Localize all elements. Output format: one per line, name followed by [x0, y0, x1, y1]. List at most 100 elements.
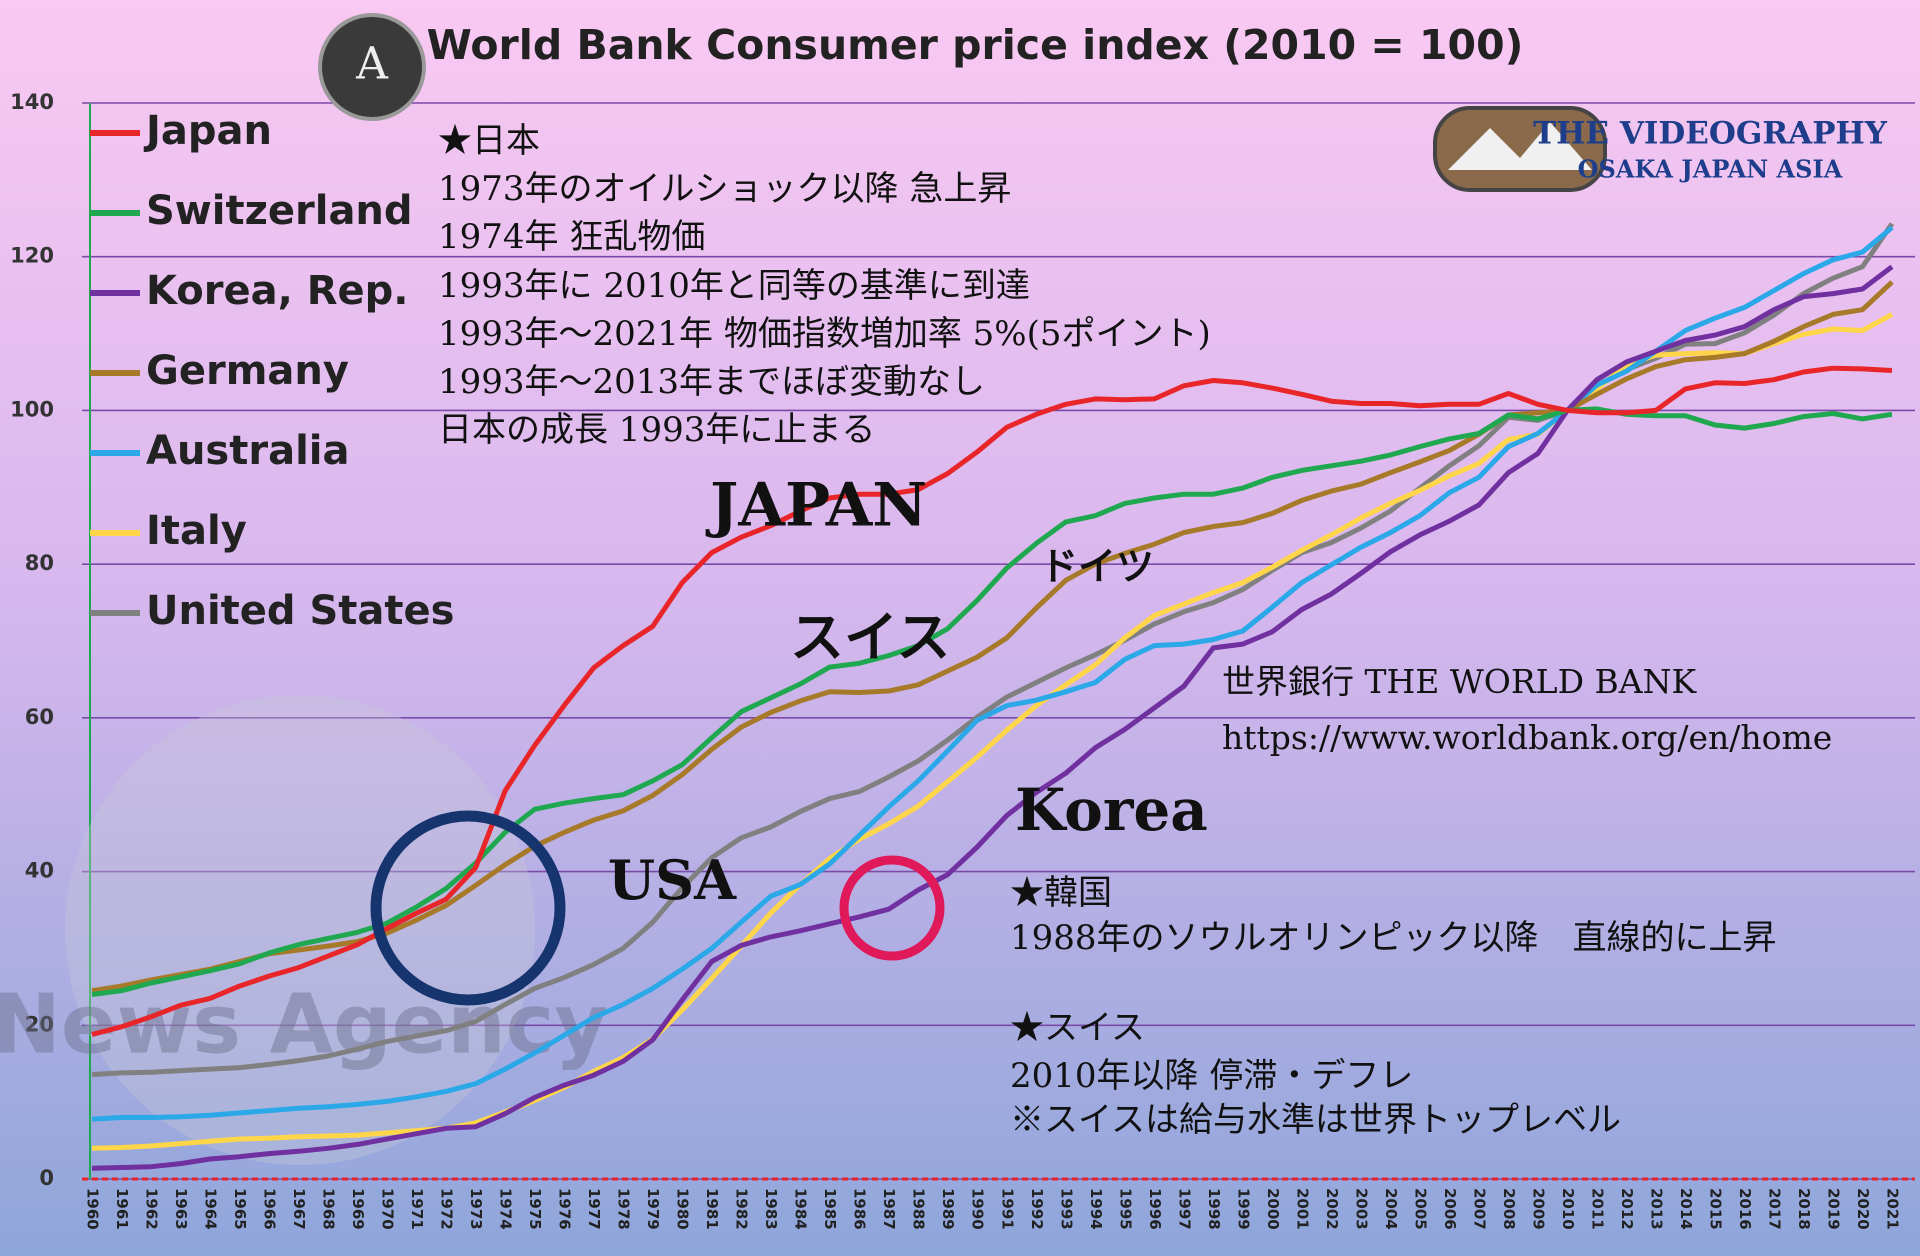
x-tick-label: 2009 — [1529, 1188, 1547, 1230]
x-tick-label: 2019 — [1824, 1188, 1842, 1230]
note: 1993年～2021年 物価指数増加率 5%(5ポイント) — [438, 314, 1211, 354]
x-tick-label: 2003 — [1352, 1188, 1370, 1230]
legend-label: Japan — [143, 108, 272, 154]
x-tick-label: 1996 — [1146, 1188, 1164, 1230]
y-tick-label: 100 — [10, 397, 54, 421]
x-tick-label: 1961 — [113, 1188, 131, 1230]
x-tick-label: 1972 — [438, 1188, 456, 1230]
x-axis: 1960 1961 1962 1963 1964 1965 1966 1967 1968 1969… — [84, 1188, 1902, 1230]
logo-text: THE VIDEOGRAPHY — [1533, 116, 1888, 152]
x-tick-label: 1979 — [644, 1188, 662, 1230]
x-tick-label: 1977 — [585, 1188, 603, 1230]
note: ★スイス — [1010, 1008, 1145, 1048]
x-tick-label: 1991 — [998, 1188, 1016, 1230]
logo — [318, 13, 426, 121]
x-tick-label: 2018 — [1795, 1188, 1813, 1230]
note: 1993年に 2010年と同等の基準に到達 — [438, 266, 1030, 306]
y-tick-label: 80 — [25, 551, 54, 575]
legend-label: Germany — [146, 348, 349, 394]
note: ★日本 — [438, 121, 540, 161]
label: スイス — [790, 605, 950, 669]
x-tick-label: 1988 — [910, 1188, 928, 1230]
note: ★韓国 — [1010, 873, 1112, 913]
chart-title: World Bank Consumer price index (2010 = … — [427, 21, 1524, 69]
x-tick-label: 1969 — [349, 1188, 367, 1230]
legend-label: Korea, Rep. — [146, 268, 409, 314]
series-line — [91, 225, 1894, 1122]
x-tick-label: 1963 — [172, 1188, 190, 1230]
x-tick-label: 1998 — [1205, 1188, 1223, 1230]
y-tick-label: 40 — [25, 859, 54, 883]
watermark-badge — [65, 695, 535, 1165]
x-tick-label: 1962 — [143, 1188, 161, 1230]
legend-label: Switzerland — [146, 188, 413, 234]
x-tick-label: 1984 — [792, 1188, 810, 1230]
note: 1993年～2013年までほぼ変動なし — [438, 362, 985, 402]
x-tick-label: 1994 — [1087, 1188, 1105, 1230]
x-tick-label: 2008 — [1500, 1188, 1518, 1230]
x-tick-label: 1985 — [821, 1188, 839, 1230]
x-tick-label: 1960 — [84, 1188, 102, 1230]
x-tick-label: 2006 — [1441, 1188, 1459, 1230]
x-tick-label: 2007 — [1470, 1188, 1488, 1230]
x-tick-label: 1997 — [1175, 1188, 1193, 1230]
y-tick-label: 60 — [25, 705, 54, 729]
x-tick-label: 2000 — [1264, 1188, 1282, 1230]
series-line — [91, 264, 1894, 1171]
x-tick-label: 1968 — [320, 1188, 338, 1230]
x-tick-label: 1986 — [851, 1188, 869, 1230]
x-tick-label: 2013 — [1647, 1188, 1665, 1230]
x-tick-label: 1967 — [290, 1188, 308, 1230]
x-tick-label: 1999 — [1234, 1188, 1252, 1230]
y-tick-label: 140 — [10, 90, 54, 114]
x-tick-label: 2001 — [1293, 1188, 1311, 1230]
x-tick-label: 1993 — [1057, 1188, 1075, 1230]
x-tick-label: 1990 — [969, 1188, 987, 1230]
x-tick-label: 2012 — [1618, 1188, 1636, 1230]
x-tick-label: 2016 — [1736, 1188, 1754, 1230]
y-tick-label: 0 — [39, 1166, 54, 1190]
label: Korea — [1015, 776, 1208, 844]
logo-text: OSAKA JAPAN ASIA — [1578, 155, 1843, 184]
x-tick-label: 1970 — [379, 1188, 397, 1230]
x-tick-label: 1992 — [1028, 1188, 1046, 1230]
series-line — [91, 280, 1894, 994]
x-tick-label: 2002 — [1323, 1188, 1341, 1230]
source: 世界銀行 THE WORLD BANK — [1222, 662, 1697, 701]
legend: Japan Switzerland Korea, Rep. Germany Austra… — [90, 108, 454, 634]
x-tick-label: 2011 — [1588, 1188, 1606, 1230]
x-tick-label: 1964 — [202, 1188, 220, 1230]
legend-label: Italy — [146, 508, 247, 554]
x-tick-label: 1971 — [408, 1188, 426, 1230]
x-tick-label: 2005 — [1411, 1188, 1429, 1230]
legend-label: United States — [146, 588, 454, 634]
note: ※スイスは給与水準は世界トップレベル — [1010, 1100, 1621, 1140]
note: 日本の成長 1993年に止まる — [438, 410, 875, 450]
x-tick-label: 2015 — [1706, 1188, 1724, 1230]
x-tick-label: 1975 — [526, 1188, 544, 1230]
label: ドイツ — [1040, 544, 1154, 589]
label: USA — [608, 848, 737, 912]
lines — [91, 222, 1895, 1171]
x-tick-label: 1995 — [1116, 1188, 1134, 1230]
x-tick-label: 1973 — [467, 1188, 485, 1230]
x-tick-label: 2021 — [1884, 1188, 1902, 1230]
logo-mark: A — [355, 39, 389, 90]
x-tick-label: 1989 — [939, 1188, 957, 1230]
x-tick-label: 1978 — [615, 1188, 633, 1230]
x-tick-label: 1983 — [762, 1188, 780, 1230]
x-tick-label: 1974 — [497, 1188, 515, 1230]
x-tick-label: 2017 — [1765, 1188, 1783, 1230]
x-tick-label: 2014 — [1677, 1188, 1695, 1230]
note: 2010年以降 停滞・デフレ — [1010, 1056, 1413, 1096]
note: 1974年 狂乱物価 — [438, 217, 705, 257]
legend-label: Australia — [146, 428, 350, 474]
highlight-circle — [370, 810, 566, 1006]
x-tick-label: 1987 — [880, 1188, 898, 1230]
x-tick-label: 2010 — [1559, 1188, 1577, 1230]
x-tick-label: 2020 — [1854, 1188, 1872, 1230]
x-tick-label: 1966 — [261, 1188, 279, 1230]
